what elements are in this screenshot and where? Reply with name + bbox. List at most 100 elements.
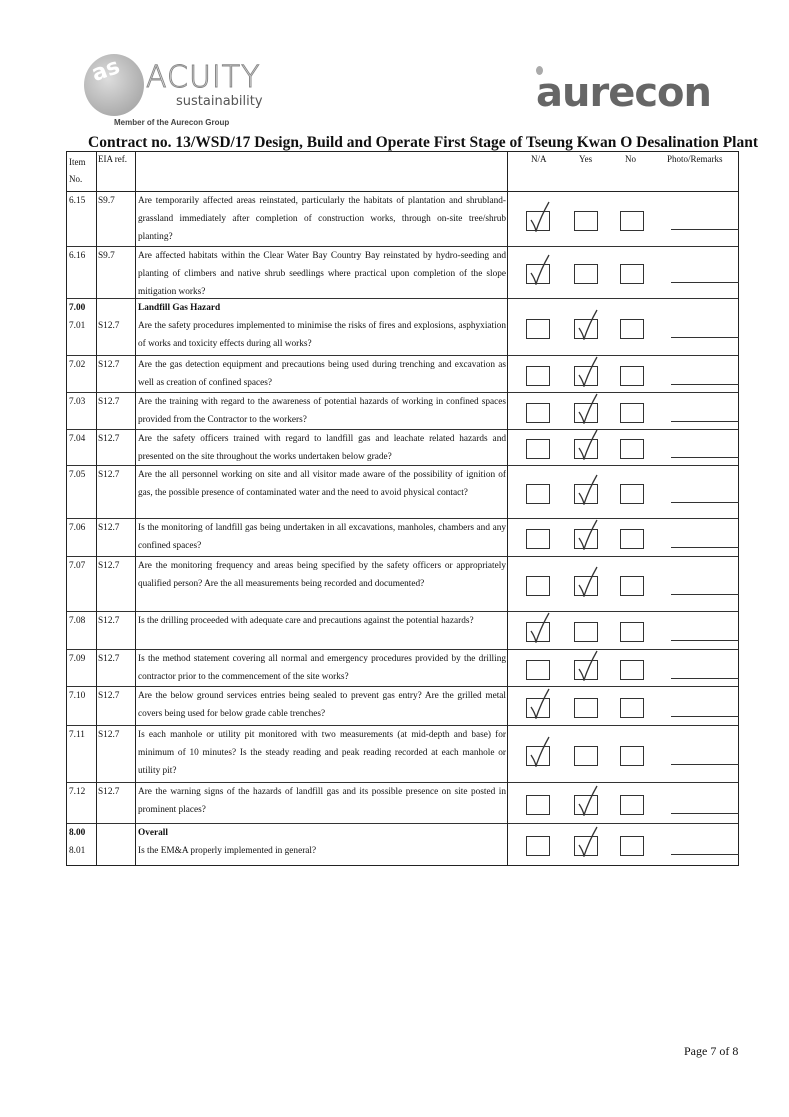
checkbox-na[interactable] [526, 529, 550, 549]
checkbox-no[interactable] [620, 660, 644, 680]
checklist-table: Item No. EIA ref. N/A Yes No Photo/Remar… [66, 151, 739, 866]
checkbox-yes[interactable] [574, 566, 598, 597]
checkbox-no[interactable] [620, 264, 644, 284]
checkbox-yes[interactable] [574, 474, 598, 505]
checkbox-na[interactable] [526, 439, 550, 459]
remarks-line[interactable] [671, 421, 739, 422]
checkbox-yes[interactable] [574, 429, 598, 460]
remarks-line[interactable] [671, 813, 739, 814]
remarks-line[interactable] [671, 716, 739, 717]
question-text: Are the safety procedures implemented to… [138, 321, 506, 349]
table-row: 7.09 S12.7 Is the method statement coverin… [67, 649, 739, 687]
table-row: 6.15 S9.7 Are temporarily affected areas r… [67, 191, 739, 247]
table-row: 7.05 S12.7 Are the all personnel working o… [67, 465, 739, 519]
checkbox-no[interactable] [620, 836, 644, 856]
remarks-line[interactable] [671, 282, 739, 283]
item-number: 7.12 [69, 787, 86, 797]
header-na: N/A [531, 154, 547, 164]
checkbox-yes[interactable] [574, 264, 598, 284]
checkbox-na[interactable] [526, 612, 550, 643]
checkbox-no[interactable] [620, 211, 644, 231]
column-divider [507, 152, 508, 865]
remarks-line[interactable] [671, 640, 739, 641]
remarks-line[interactable] [671, 678, 739, 679]
checkbox-no[interactable] [620, 795, 644, 815]
table-row: 7.12 S12.7 Are the warning signs of the ha… [67, 782, 739, 824]
checkbox-na[interactable] [526, 403, 550, 423]
checkbox-na[interactable] [526, 795, 550, 815]
checkbox-no[interactable] [620, 319, 644, 339]
checkbox-na[interactable] [526, 736, 550, 767]
remarks-line[interactable] [671, 384, 739, 385]
acuity-logo: as ACUITY sustainability Member of the A… [84, 52, 274, 128]
column-divider [96, 152, 97, 865]
remarks-line[interactable] [671, 502, 739, 503]
checkbox-no[interactable] [620, 439, 644, 459]
aurecon-dot [536, 66, 543, 75]
checkmark-icon [578, 429, 598, 460]
checkbox-na[interactable] [526, 688, 550, 719]
checkmark-icon [578, 309, 598, 340]
question-text: Are the warning signs of the hazards of … [138, 787, 506, 815]
remarks-line[interactable] [671, 594, 739, 595]
checkbox-na[interactable] [526, 254, 550, 285]
checkbox-na[interactable] [526, 484, 550, 504]
checkbox-yes[interactable] [574, 746, 598, 766]
eia-ref: S9.7 [98, 196, 115, 206]
checkbox-no[interactable] [620, 746, 644, 766]
checkbox-yes[interactable] [574, 785, 598, 816]
page-number: Page 7 of 8 [684, 1044, 739, 1058]
item-number: 7.02 [69, 360, 86, 370]
remarks-line[interactable] [671, 337, 739, 338]
checkbox-yes[interactable] [574, 356, 598, 387]
section-number: 8.00 [69, 828, 86, 838]
item-number: 6.15 [69, 196, 86, 206]
checkbox-na[interactable] [526, 366, 550, 386]
question-text: Is the method statement covering all nor… [138, 654, 506, 682]
checkbox-no[interactable] [620, 576, 644, 596]
checkbox-na[interactable] [526, 319, 550, 339]
checkbox-no[interactable] [620, 529, 644, 549]
checkbox-yes[interactable] [574, 622, 598, 642]
checkbox-no[interactable] [620, 622, 644, 642]
acuity-mark: as [88, 54, 124, 88]
checkbox-yes[interactable] [574, 519, 598, 550]
checkbox-na[interactable] [526, 660, 550, 680]
table-row: 7.00 Landfill Gas Hazard 7.01 S12.7 Are the … [67, 298, 739, 356]
question-text: Are the gas detection equipment and prec… [138, 360, 506, 388]
checkbox-yes[interactable] [574, 393, 598, 424]
header-item: Item No. [69, 157, 86, 184]
checkbox-yes[interactable] [574, 650, 598, 681]
remarks-line[interactable] [671, 854, 739, 855]
checkbox-no[interactable] [620, 484, 644, 504]
checkbox-na[interactable] [526, 576, 550, 596]
remarks-line[interactable] [671, 547, 739, 548]
checkmark-icon [530, 736, 550, 767]
checkbox-yes[interactable] [574, 211, 598, 231]
checkbox-yes[interactable] [574, 826, 598, 857]
item-number: 7.09 [69, 654, 86, 664]
question-text: Are the safety officers trained with reg… [138, 434, 506, 462]
item-number: 7.05 [69, 470, 86, 480]
checkbox-no[interactable] [620, 698, 644, 718]
checkbox-na[interactable] [526, 201, 550, 232]
checkbox-yes[interactable] [574, 698, 598, 718]
remarks-line[interactable] [671, 229, 739, 230]
table-row: 7.06 S12.7 Is the monitoring of landfill g… [67, 518, 739, 557]
remarks-line[interactable] [671, 764, 739, 765]
checkmark-icon [530, 201, 550, 232]
checkmark-icon [578, 356, 598, 387]
question-text: Are temporarily affected areas reinstate… [138, 196, 506, 242]
item-number: 7.01 [69, 321, 86, 331]
eia-ref: S12.7 [98, 730, 120, 740]
checkbox-no[interactable] [620, 403, 644, 423]
checkbox-yes[interactable] [574, 309, 598, 340]
remarks-line[interactable] [671, 457, 739, 458]
table-row: 7.10 S12.7 Are the below ground services e… [67, 686, 739, 726]
eia-ref: S12.7 [98, 397, 120, 407]
table-row: 7.04 S12.7 Are the safety officers trained… [67, 429, 739, 466]
header-no: No [625, 154, 636, 164]
checkbox-no[interactable] [620, 366, 644, 386]
checkbox-na[interactable] [526, 836, 550, 856]
question-text: Are the training with regard to the awar… [138, 397, 506, 425]
